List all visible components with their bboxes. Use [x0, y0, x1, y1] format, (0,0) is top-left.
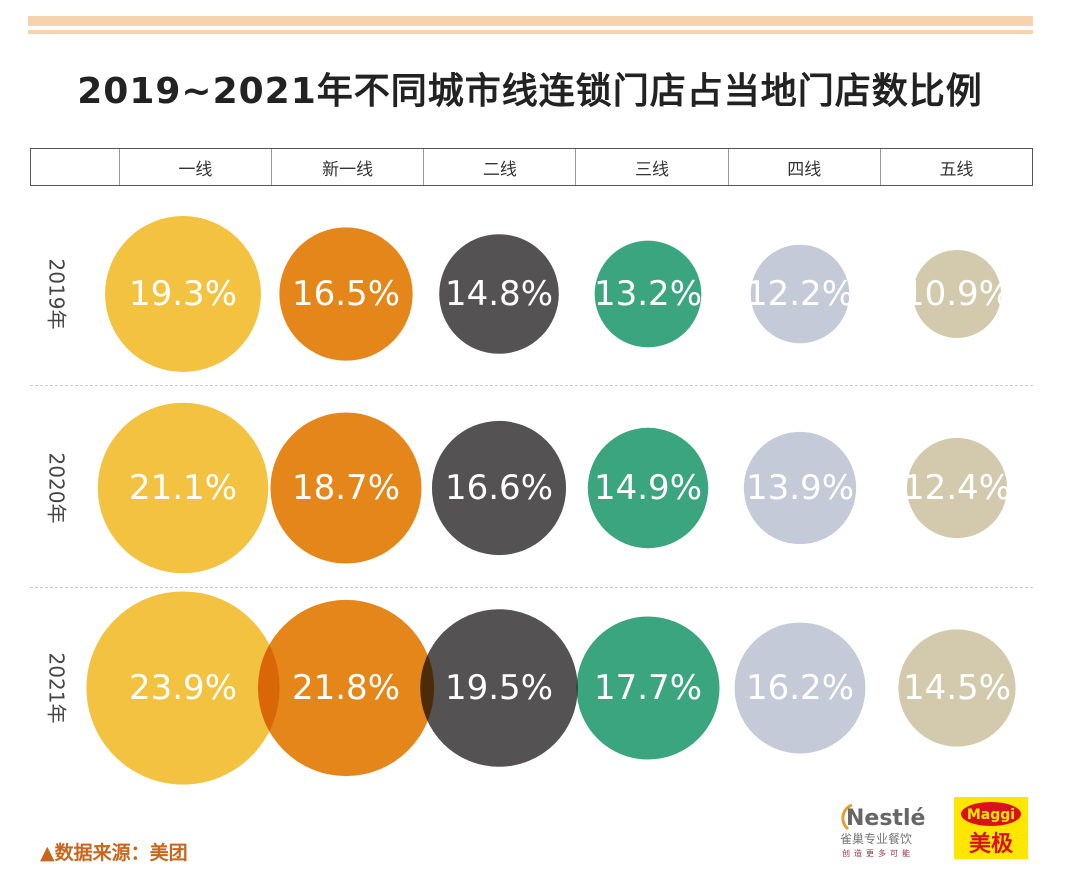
svg-text:Maggi: Maggi	[967, 807, 1015, 823]
bubble	[898, 629, 1016, 747]
svg-text:Nestlé: Nestlé	[846, 806, 925, 831]
data-label: 14.8%	[445, 274, 553, 314]
bubble	[734, 622, 866, 754]
svg-text:雀巢专业餐饮: 雀巢专业餐饮	[840, 831, 912, 846]
data-label: 18.7%	[292, 468, 400, 508]
category-label: 新一线	[271, 149, 423, 185]
bubble	[270, 412, 422, 564]
source-note: ▲数据来源：美团	[40, 842, 188, 864]
data-label: 14.5%	[903, 668, 1011, 708]
decorative-bar	[28, 30, 1033, 34]
data-label: 19.3%	[129, 274, 237, 314]
bubble	[97, 402, 269, 574]
data-label: 17.7%	[594, 668, 702, 708]
data-label: 12.4%	[903, 468, 1011, 508]
maggi-logo: Maggi 美极	[954, 797, 1028, 859]
chart-title: 2019~2021年不同城市线连锁门店占当地门店数比例	[77, 71, 983, 112]
decorative-bar	[28, 16, 1033, 26]
series-2021年: 23.9% 21.8% 19.5% 17.7% 16.2% 14.5%	[86, 591, 1016, 785]
row-divider	[30, 587, 1033, 588]
data-label: 16.6%	[445, 468, 553, 508]
data-label: 12.2%	[746, 274, 854, 314]
bubble	[906, 437, 1008, 539]
category-label: 一线	[118, 149, 271, 185]
bubble	[587, 427, 709, 549]
category-header: 一线 新一线 二线 三线 四线 五线	[30, 148, 1033, 186]
svg-text:美极: 美极	[969, 831, 1014, 857]
bubble	[86, 591, 280, 785]
bubble	[743, 431, 857, 545]
bubble	[576, 616, 720, 760]
bubble	[912, 249, 1002, 339]
bubble	[439, 234, 559, 354]
bubble	[105, 216, 261, 372]
row-divider	[30, 385, 1033, 386]
data-label: 23.9%	[129, 668, 237, 708]
series-2019年: 19.3% 16.5% 14.8% 13.2% 12.2% 10.9%	[105, 216, 1011, 372]
category-label: 二线	[423, 149, 575, 185]
category-label: 三线	[575, 149, 727, 185]
bubble	[594, 240, 702, 348]
nestle-logo: Nestlé 雀巢专业餐饮 创造更多可能	[840, 803, 925, 858]
bubble	[257, 599, 435, 777]
bubble	[431, 420, 567, 556]
data-label: 21.1%	[129, 468, 237, 508]
data-label: 21.8%	[292, 668, 400, 708]
data-label: 13.9%	[746, 468, 854, 508]
data-label: 16.2%	[746, 668, 854, 708]
data-label: 19.5%	[445, 668, 553, 708]
bubble	[420, 609, 578, 767]
data-label: 13.2%	[594, 274, 702, 314]
category-label: 四线	[727, 149, 880, 185]
series-2020年: 21.1% 18.7% 16.6% 14.9% 13.9% 12.4%	[97, 402, 1011, 574]
bubble	[279, 227, 413, 361]
data-label: 16.5%	[292, 274, 400, 314]
svg-text:创造更多可能: 创造更多可能	[842, 848, 914, 858]
data-label: 10.9%	[903, 274, 1011, 314]
category-label: 五线	[879, 149, 1032, 185]
data-label: 14.9%	[594, 468, 702, 508]
bubble	[750, 244, 850, 344]
